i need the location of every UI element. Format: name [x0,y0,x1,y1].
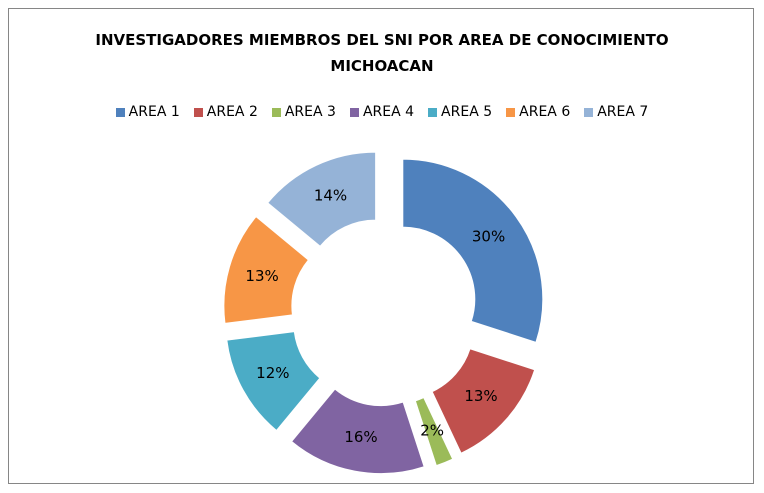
data-label: 13% [245,267,278,285]
legend-item: AREA 1 [115,104,180,120]
chart-title: INVESTIGADORES MIEMBROS DEL SNI POR AREA… [95,31,669,75]
legend-label: AREA 7 [597,104,649,120]
legend-swatch [271,107,281,117]
legend-item: AREA 3 [271,104,336,120]
legend-swatch [506,107,516,117]
legend-item: AREA 7 [584,104,648,120]
legend-item: AREA 4 [349,104,415,120]
legend-swatch [584,107,594,117]
chart-frame [8,8,754,484]
doughnut-segment [414,396,454,467]
data-label: 2% [420,422,444,440]
legend-label: AREA 1 [128,104,180,120]
data-label: 14% [314,187,347,205]
legend-label: AREA 3 [284,104,336,120]
legend-swatch [428,107,438,117]
legend-label: AREA 4 [362,104,415,120]
data-label: 16% [344,428,377,446]
legend-item: AREA 5 [428,104,492,120]
legend-item: AREA 2 [193,104,258,120]
legend-item: AREA 6 [506,104,570,120]
doughnut-segment [431,348,536,454]
legend: AREA 1 AREA 2 AREA 3 AREA 4 AREA 5 AREA 6 AREA… [0,104,764,120]
legend-label: AREA 6 [519,104,571,120]
doughnut-segment [402,158,544,343]
doughnut-segment [290,388,425,475]
legend-label: AREA 2 [206,104,258,120]
doughnut-segment [223,215,310,324]
legend-swatch [349,107,359,117]
legend-label: AREA 5 [441,104,493,120]
legend-swatch [193,107,203,117]
doughnut-segment [226,331,321,432]
data-label: 30% [472,227,505,245]
data-label: 12% [256,364,289,382]
doughnut-segment [267,151,377,247]
data-label: 13% [464,387,497,405]
legend-swatch [115,107,125,117]
